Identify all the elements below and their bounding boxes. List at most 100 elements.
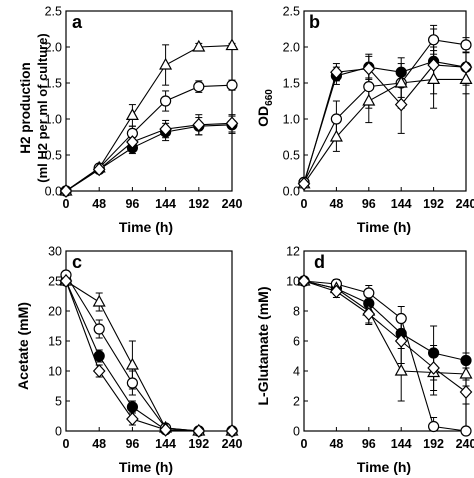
panel-c-point-open-diamond: [159, 422, 172, 437]
panel-b-y-tick-label: 2.0: [283, 41, 300, 55]
panel-d-point-open-triangle: [394, 363, 408, 376]
panel-b-point-open-diamond: [330, 65, 343, 80]
panel-d: d L-Glutamate (mM) Time (h) 0 2 4 6 8 10 12 0 48…: [255, 245, 474, 476]
panel-b-xlabel: Time (h): [357, 219, 411, 235]
panel-a-x-tick-label: 240: [222, 197, 243, 211]
panel-c-series-open_triangle-line: [65, 280, 232, 432]
panel-d-y-tick-label: 12: [286, 245, 300, 259]
panel-a-series-open_diamond-line: [65, 122, 233, 192]
panel-b-ylabel-sub: 660: [264, 89, 275, 106]
panel-c-x-tick-label: 192: [188, 437, 209, 451]
panel-b-point-open-triangle: [394, 75, 408, 88]
panel-a-point-open-triangle: [192, 39, 206, 52]
panel-b-plot-frame: [303, 10, 467, 192]
panel-b-y-tick-label: 1.0: [283, 113, 300, 127]
panel-d-x-tick-label: 0: [301, 437, 308, 451]
panel-b-y-tick-label: 2.5: [283, 5, 300, 19]
panel-a-y-tick-label: 0.5: [45, 149, 62, 163]
panel-b-point-open-circle: [460, 39, 472, 51]
panel-c-y-tick-label: 10: [48, 365, 62, 379]
panel-d-point-open-circle: [363, 287, 375, 299]
panel-d-x-tick-label: 96: [362, 437, 376, 451]
panel-c-y-tick-label: 15: [48, 335, 62, 349]
panel-a-point-open-triangle: [125, 108, 139, 121]
panel-d-xlabel: Time (h): [357, 459, 411, 475]
panel-b-x-tick-label: 144: [391, 197, 412, 211]
panel-a-y-tick-label: 0.0: [45, 185, 62, 199]
panel-d-point-open-circle: [395, 312, 407, 325]
panel-c-x-tick-label: 48: [92, 437, 106, 451]
panel-a-point-open-diamond: [225, 116, 239, 131]
panel-c-point-open-circle: [93, 323, 105, 335]
panel-d-point-open-circle: [460, 425, 472, 437]
panel-b-y-axis-title: OD660: [255, 89, 275, 127]
panel-c-y-tick-label: 20: [48, 305, 62, 319]
panel-d-series-filled_circle-line: [303, 280, 467, 362]
panel-d-y-tick-label: 0: [293, 425, 300, 439]
panel-c-series-open_circle-line: [65, 274, 232, 432]
panel-c-point-open-diamond: [59, 274, 73, 288]
panel-d-ylabel: L-Glutamate (mM): [255, 287, 271, 406]
panel-a-x-tick-label: 144: [155, 197, 176, 211]
panel-c-point-open-diamond: [92, 364, 106, 378]
panel-a-x-tick-label: 48: [92, 197, 106, 211]
panel-a-point-open-triangle: [225, 38, 239, 51]
panel-c-y-tick-label: 25: [48, 275, 62, 289]
panel-d-x-tick-label: 192: [423, 437, 444, 451]
panel-c-point-open-diamond: [225, 424, 239, 438]
panel-c-series-filled_circle-line: [65, 280, 232, 432]
panel-a-y-tick-label: 1.0: [45, 113, 62, 127]
panel-a-plot-frame: [65, 10, 233, 192]
panel-b-x-tick-label: 96: [362, 197, 376, 211]
panel-a-y-tick-label: 1.5: [45, 77, 62, 91]
panel-b-point-open-triangle: [427, 72, 441, 85]
panel-a-xlabel: Time (h): [119, 219, 173, 235]
panel-c-x-tick-label: 96: [125, 437, 139, 451]
panel-b: b OD660 Time (h) 0.0 0.5 1.0 1.5 2.0 2.5 0 48 96…: [255, 5, 474, 236]
panel-a-point-open-circle: [160, 95, 172, 107]
panel-a-point-open-circle: [193, 80, 205, 93]
panel-d-y-tick-label: 6: [293, 335, 300, 349]
panel-a-ylabel-line2: (ml H2 per ml of culture): [35, 33, 50, 183]
panel-a-x-tick-label: 192: [188, 197, 209, 211]
panel-a-x-tick-label: 96: [125, 197, 139, 211]
panel-b-x-tick-label: 48: [329, 197, 343, 211]
panel-d-point-open-circle: [428, 420, 440, 433]
panel-d-x-tick-label: 144: [391, 437, 412, 451]
panel-b-series-open_diamond-line: [303, 64, 467, 184]
panel-c-xlabel: Time (h): [119, 459, 173, 475]
panel-c-series-open_diamond-line: [65, 280, 232, 432]
panel-a-point-open-diamond: [192, 117, 206, 132]
panel-d-series-open_diamond-line: [303, 280, 467, 393]
panel-c-point-filled-circle: [126, 401, 138, 413]
panel-b-x-tick-label: 0: [301, 197, 308, 211]
panel-c-point-open-diamond: [126, 412, 139, 426]
panel-d-label: d: [314, 252, 325, 272]
panel-b-ylabel: OD: [255, 106, 271, 127]
panel-d-y-tick-label: 4: [293, 365, 300, 379]
panel-b-point-open-triangle: [459, 72, 473, 85]
panel-a-label: a: [72, 12, 83, 32]
panel-b-point-open-circle: [363, 80, 375, 93]
panel-d-point-open-diamond: [459, 385, 473, 399]
panel-c-plot-frame: [65, 250, 233, 432]
panel-c-y-tick-label: 30: [48, 245, 62, 259]
panel-a: a H2 production (ml H2 per ml of culture…: [18, 5, 242, 236]
panel-a-y-axis-title: H2 production (ml H2 per ml of culture): [18, 33, 50, 183]
panel-d-point-open-diamond: [427, 361, 440, 375]
panel-d-y-tick-label: 8: [293, 305, 300, 319]
panel-a-point-open-diamond: [159, 122, 172, 136]
panel-d-point-filled-circle: [460, 354, 472, 367]
panel-a-series-open_triangle-line: [65, 45, 233, 192]
panel-d-y-tick-label: 2: [293, 395, 300, 409]
panel-c-label: c: [72, 252, 82, 272]
panel-c-point-filled-circle: [93, 350, 105, 362]
panel-b-y-tick-label: 0.5: [283, 149, 300, 163]
panel-b-x-tick-label: 192: [423, 197, 444, 211]
panel-b-y-tick-label: 1.5: [283, 77, 300, 91]
panel-b-series-open_circle-line: [303, 39, 467, 183]
panel-b-point-open-triangle: [329, 129, 343, 142]
panel-d-point-open-diamond: [362, 307, 376, 321]
panel-d-series-open_circle-line: [303, 280, 467, 432]
